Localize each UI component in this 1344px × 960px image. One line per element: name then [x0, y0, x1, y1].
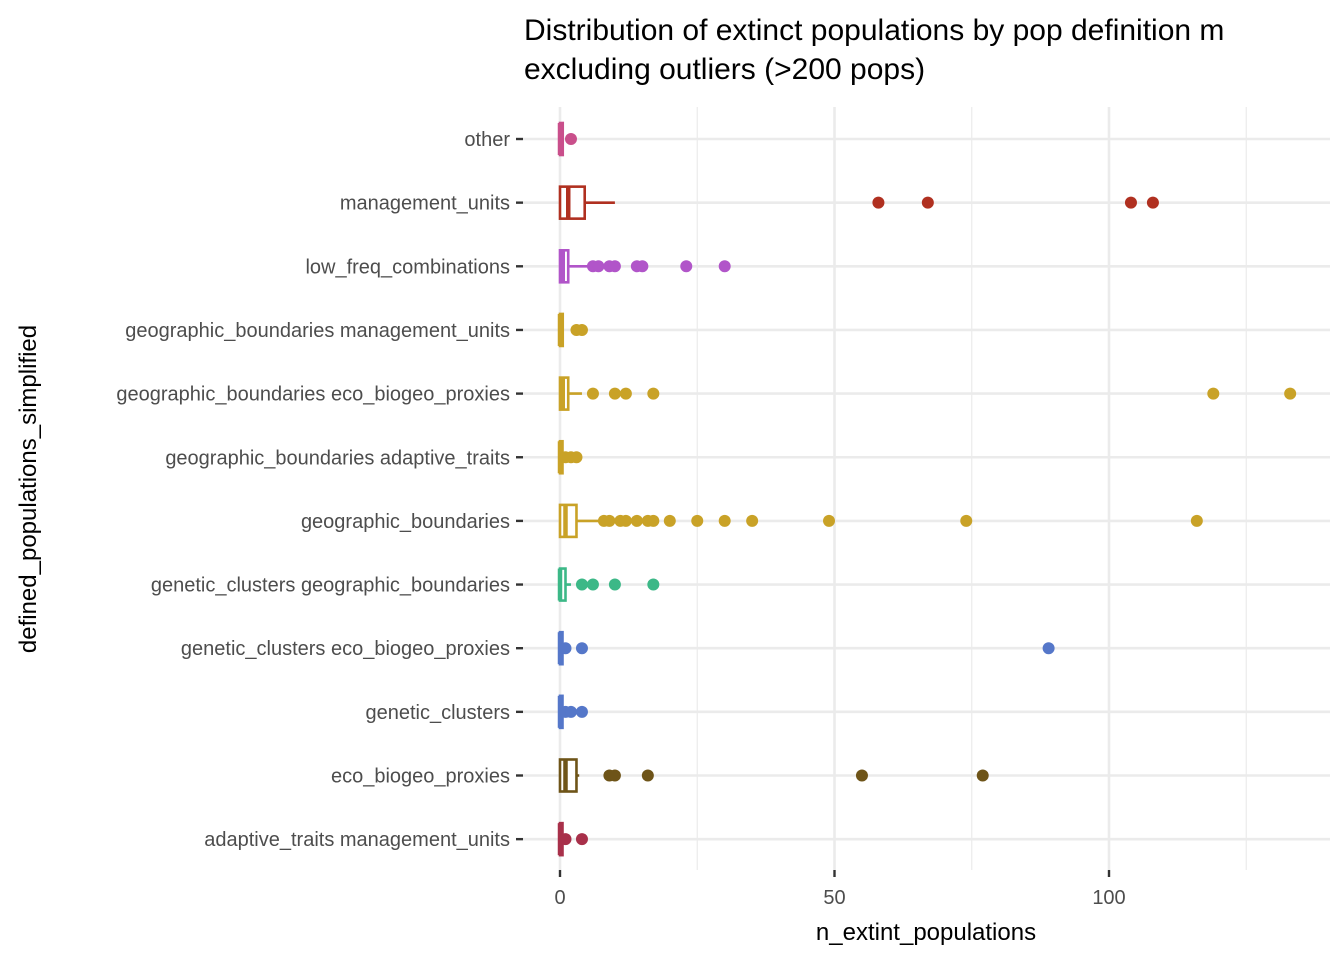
outlier-point: [636, 260, 649, 273]
outlier-point: [663, 514, 676, 527]
outlier-point: [575, 642, 588, 655]
chart-title-line-2: excluding outliers (>200 pops): [524, 53, 925, 86]
y-axis-title: defined_populations_simplified: [15, 325, 42, 653]
outlier-point: [746, 514, 759, 527]
outlier-point: [960, 514, 973, 527]
outlier-point: [586, 578, 599, 591]
box-group-other: [557, 121, 577, 157]
outlier-point: [718, 260, 731, 273]
outlier-point: [575, 833, 588, 846]
outlier-point: [976, 769, 989, 782]
outlier-point: [603, 514, 616, 527]
chart-title-line-1: Distribution of extinct populations by p…: [524, 14, 1224, 47]
outlier-point: [575, 578, 588, 591]
outlier-point: [608, 578, 621, 591]
outlier-point: [608, 769, 621, 782]
outlier-point: [1190, 514, 1203, 527]
box-group-genetic-clusters: [557, 694, 588, 730]
outlier-point: [647, 578, 660, 591]
box-group-geographic-boundaries: [558, 503, 1203, 539]
box-iqr: [558, 185, 587, 220]
y-tick-label: geographic_boundaries adaptive_traits: [165, 447, 510, 469]
box-iqr: [558, 758, 578, 793]
outlier-point: [647, 387, 660, 400]
outlier-point: [1042, 642, 1055, 655]
outlier-point: [575, 323, 588, 336]
outlier-point: [608, 260, 621, 273]
y-tick-label: geographic_boundaries eco_biogeo_proxies: [116, 384, 510, 406]
y-tick-label: eco_biogeo_proxies: [331, 766, 510, 788]
y-tick-label: geographic_boundaries: [301, 511, 510, 533]
box-group-geographic-boundaries-adaptive-traits: [557, 439, 583, 475]
axes: other management_units low_freq_combinatio…: [116, 129, 1125, 909]
outlier-point: [647, 514, 660, 527]
x-tick-label: 0: [554, 887, 565, 909]
box-group-genetic-clusters-eco-biogeo-proxies: [557, 630, 1055, 666]
outlier-point: [619, 514, 632, 527]
outlier-point: [1207, 387, 1220, 400]
outlier-point: [564, 705, 577, 718]
box-series: [557, 121, 1297, 857]
x-tick-label: 50: [823, 887, 845, 909]
outlier-point: [619, 387, 632, 400]
x-axis-title: n_extint_populations: [816, 919, 1036, 946]
outlier-point: [680, 260, 693, 273]
box-iqr: [558, 503, 578, 539]
outlier-point: [718, 514, 731, 527]
outlier-point: [564, 133, 577, 145]
y-tick-label: genetic_clusters geographic_boundaries: [151, 575, 510, 597]
box-group-low-freq-combinations: [558, 249, 731, 284]
box-group-management-units: [558, 185, 1159, 220]
y-tick-label: management_units: [340, 193, 510, 215]
outlier-point: [872, 196, 885, 209]
box-group-eco-biogeo-proxies: [558, 758, 989, 793]
outlier-point: [559, 833, 572, 846]
outlier-point: [592, 260, 605, 273]
outlier-point: [1124, 196, 1137, 209]
box-group-geographic-boundaries-management-units: [557, 312, 588, 348]
outlier-point: [608, 387, 621, 400]
y-tick-label: low_freq_combinations: [305, 256, 510, 278]
y-tick-label: geographic_boundaries management_units: [125, 320, 510, 342]
outlier-point: [559, 642, 572, 655]
y-tick-label: other: [464, 129, 510, 151]
outlier-point: [575, 705, 588, 718]
grid-lines: [523, 107, 1330, 870]
y-tick-label: adaptive_traits management_units: [204, 829, 510, 851]
y-tick-label: genetic_clusters: [365, 702, 510, 724]
outlier-point: [921, 196, 934, 209]
outlier-point: [691, 514, 704, 527]
outlier-point: [586, 387, 599, 400]
box-group-geographic-boundaries-eco-biogeo-proxies: [558, 376, 1297, 411]
outlier-point: [855, 769, 868, 782]
box-group-genetic-clusters-geographic-boundaries: [557, 567, 660, 602]
box-group-adaptive-traits-management-units: [557, 821, 588, 857]
outlier-point: [1284, 387, 1297, 400]
outlier-point: [823, 514, 836, 527]
outlier-point: [1146, 196, 1159, 209]
y-tick-label: genetic_clusters eco_biogeo_proxies: [181, 638, 510, 660]
outlier-point: [570, 451, 583, 464]
outlier-point: [641, 769, 654, 782]
outlier-point: [630, 514, 643, 527]
x-tick-label: 100: [1092, 887, 1125, 909]
